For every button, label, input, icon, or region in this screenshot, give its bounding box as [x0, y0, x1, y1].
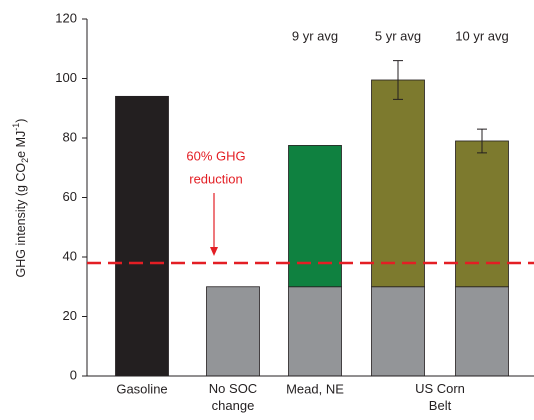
bar-segment: [371, 286, 425, 377]
x-tick-label: Gasoline: [116, 381, 167, 396]
bar-segment: [455, 140, 509, 288]
y-label-part: GHG intensity (g CO: [14, 163, 28, 278]
bar-label: 9 yr avg: [292, 28, 338, 43]
bar-segment: [288, 145, 342, 288]
y-tick-label: 60: [63, 189, 77, 204]
bar-segment: [115, 95, 169, 377]
y-axis-label: GHG intensity (g CO2e MJ-1): [11, 119, 30, 278]
bar-segment: [288, 286, 342, 377]
bar-segment: [371, 79, 425, 288]
y-label-sub: 2: [20, 158, 30, 163]
annotation-arrowhead: [210, 247, 218, 256]
y-tick-label: 0: [70, 367, 77, 382]
y-label-part: e MJ: [14, 131, 28, 158]
y-label-sup: -1: [11, 123, 21, 131]
error-bar: [393, 60, 403, 100]
y-label-part: ): [14, 119, 28, 123]
bar-label: 5 yr avg: [375, 28, 421, 43]
annotation: 60% GHG: [186, 148, 245, 163]
x-tick-label: No SOC change: [209, 381, 257, 413]
y-tick-label: 20: [63, 308, 77, 323]
bar-segment: [206, 286, 260, 377]
y-tick-label: 40: [63, 248, 77, 263]
y-tick-label: 120: [55, 10, 77, 25]
bar-label: 10 yr avg: [455, 28, 508, 43]
bar-segment: [455, 286, 509, 377]
x-tick-label: Mead, NE: [286, 381, 344, 396]
annotation: reduction: [189, 171, 242, 186]
error-bar: [477, 128, 487, 154]
y-tick-label: 80: [63, 129, 77, 144]
y-tick-label: 100: [55, 70, 77, 85]
x-tick-label: US Corn Belt: [415, 381, 465, 413]
